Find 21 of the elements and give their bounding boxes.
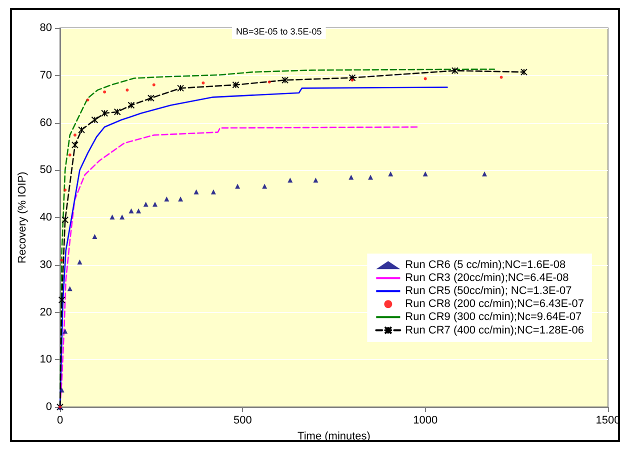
y-tick-label: 60 (40, 116, 52, 129)
y-tick-label: 70 (40, 69, 52, 82)
legend-label: Run CR6 (5 cc/min);NC=1.6E-08 (405, 259, 566, 272)
x-tick-label: 500 (233, 414, 252, 426)
legend-label: Run CR9 (300 cc/min);Nc=9.64E-07 (405, 311, 582, 324)
x-tick-label: 1000 (413, 414, 438, 426)
legend-label: Run CR3 (20cc/min);NC=6.4E-08 (405, 272, 569, 284)
x-tick-label: 0 (56, 414, 64, 426)
x-axis-title: Time (minutes) (298, 430, 370, 442)
y-axis-title: Recovery (% IOIP) (16, 172, 28, 264)
y-tick-label: 40 (40, 212, 52, 224)
annotation: NB=3E-05 to 3.5E-05 (236, 26, 322, 36)
y-tick-label: 10 (40, 354, 52, 366)
y-tick-label: 0 (46, 401, 52, 413)
y-tick-label: 20 (40, 306, 52, 318)
y-tick-label: 30 (40, 258, 52, 271)
y-tick-label: 80 (40, 22, 52, 34)
y-tick-label: 50 (40, 164, 52, 176)
legend-label: Run CR5 (50cc/min); NC=1.3E-07 (405, 285, 572, 298)
legend-label: Run CR7 (400 cc/min);NC=1.28E-06 (405, 324, 584, 336)
legend-label: Run CR8 (200 cc/min);NC=6.43E-07 (405, 298, 584, 310)
